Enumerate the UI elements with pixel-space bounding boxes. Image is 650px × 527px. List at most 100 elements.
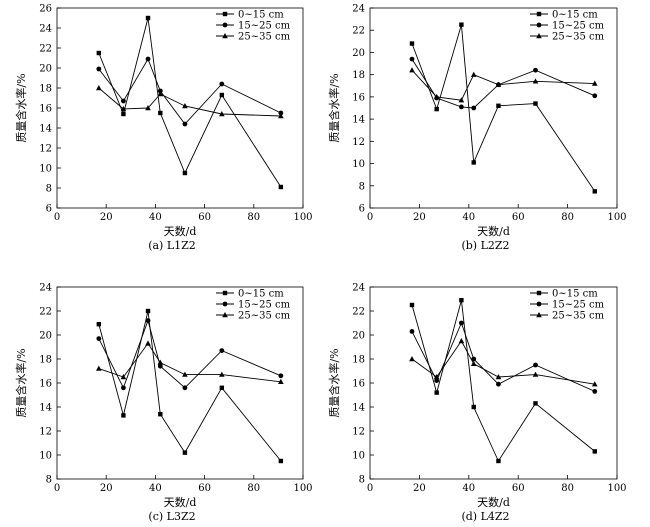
data-point-15-25cm <box>533 362 538 368</box>
y-tick-label: 10 <box>352 451 365 462</box>
y-tick-label: 20 <box>352 48 365 59</box>
data-point-25-35cm <box>433 374 440 380</box>
chart-panel-b: 0 20 40 60 80 100 6 8 10 12 14 16 18 20 22 24 天数/d 质量含水率/… <box>327 4 627 253</box>
legend-label-0-15cm: 0~15 cm <box>552 10 598 21</box>
x-axis-label: 天数/d <box>477 225 510 238</box>
y-tick-label: 24 <box>39 283 52 294</box>
data-point-15-25cm <box>278 373 284 379</box>
legend-marker-25-35cm <box>222 33 228 39</box>
data-point-0-15cm <box>434 390 439 395</box>
x-axis-label: 天数/d <box>477 496 510 509</box>
data-point-25-35cm <box>120 106 127 112</box>
series-line-25-35cm <box>411 340 595 385</box>
x-tick-label: 0 <box>367 483 373 494</box>
y-tick-label: 16 <box>39 104 52 115</box>
y-tick-label: 12 <box>39 427 52 438</box>
x-tick-label: 0 <box>367 212 373 223</box>
panel-caption: (b) L2Z2 <box>461 239 509 252</box>
data-point-0-15cm <box>145 15 151 21</box>
y-axis-label: 质量含水率/% <box>14 348 28 417</box>
data-point-25-35cm <box>145 340 151 346</box>
legend-marker-15-25cm <box>222 301 228 307</box>
data-point-15-25cm <box>409 329 415 334</box>
data-point-25-35cm <box>278 113 284 119</box>
data-point-25-35cm <box>157 359 164 365</box>
y-tick-label: 14 <box>39 124 52 135</box>
y-tick-label: 24 <box>352 4 365 15</box>
chart-panel-a: 0 20 40 60 80 100 6 8 10 12 14 16 18 20 22 24 26 天数/d 质量含水… <box>14 4 313 253</box>
data-point-25-35cm <box>495 81 502 87</box>
data-point-25-35cm <box>409 67 415 73</box>
legend-label-25-35cm: 25~35 cm <box>552 32 605 43</box>
plot-frame <box>369 7 618 209</box>
y-axis-label: 质量含水率/% <box>327 73 341 142</box>
data-point-15-25cm <box>533 67 538 73</box>
data-point-0-15cm <box>592 449 597 454</box>
y-tick-label: 12 <box>352 427 365 438</box>
data-point-15-25cm <box>182 121 188 127</box>
legend-label-15-25cm: 15~25 cm <box>552 300 605 311</box>
legend-label-25-35cm: 25~35 cm <box>238 32 291 43</box>
x-tick-label: 0 <box>54 212 60 223</box>
data-point-0-15cm <box>434 106 439 112</box>
data-point-25-35cm <box>458 338 465 344</box>
data-point-0-15cm <box>96 322 102 327</box>
data-point-25-35cm <box>219 111 225 117</box>
data-point-15-25cm <box>458 320 464 326</box>
x-tick-label: 80 <box>247 212 260 223</box>
y-tick-label: 16 <box>352 379 365 390</box>
data-point-0-15cm <box>592 189 597 194</box>
legend-marker-25-35cm <box>222 312 228 318</box>
data-point-15-25cm <box>496 381 501 387</box>
data-point-15-25cm <box>434 378 440 383</box>
x-tick-label: 40 <box>462 212 475 223</box>
chart-panel-d: 0 20 40 60 80 100 8 10 12 14 16 18 20 22 24 天数/d 质量含水率/%… <box>327 283 627 524</box>
y-tick-label: 12 <box>39 144 52 155</box>
y-tick-label: 10 <box>39 164 52 175</box>
data-point-25-35cm <box>433 93 440 100</box>
data-point-25-35cm <box>495 374 502 380</box>
data-point-15-25cm <box>157 363 163 369</box>
data-point-15-25cm <box>592 93 598 99</box>
chart-panel-c: 0 20 40 60 80 100 8 10 12 14 16 18 20 22 24 天数/d 质量含水率/%… <box>14 283 313 524</box>
data-point-0-15cm <box>409 41 415 46</box>
data-point-25-35cm <box>96 365 102 371</box>
data-point-15-25cm <box>96 66 102 72</box>
y-tick-label: 18 <box>352 355 365 366</box>
y-tick-label: 16 <box>352 92 365 103</box>
data-point-0-15cm <box>496 103 501 108</box>
data-point-15-25cm <box>145 318 151 323</box>
x-tick-label: 100 <box>293 483 312 494</box>
x-tick-label: 20 <box>100 212 113 223</box>
legend-marker-0-15cm <box>222 290 228 296</box>
y-tick-label: 18 <box>39 84 52 95</box>
x-axis-label: 天数/d <box>164 225 197 238</box>
data-point-25-35cm <box>278 378 284 384</box>
data-point-25-35cm <box>145 105 151 111</box>
data-point-25-35cm <box>532 78 539 84</box>
data-point-0-15cm <box>278 184 284 190</box>
data-point-25-35cm <box>157 91 164 97</box>
data-point-15-25cm <box>409 56 415 62</box>
series-line-0-15cm <box>411 300 596 462</box>
x-tick-label: 60 <box>512 212 525 223</box>
y-tick-label: 8 <box>359 475 365 486</box>
series-line-25-35cm <box>98 342 281 383</box>
series-line-15-25cm <box>98 319 282 389</box>
series-line-15-25cm <box>98 57 282 125</box>
data-point-15-25cm <box>219 348 225 353</box>
legend-label-0-15cm: 0~15 cm <box>238 10 284 21</box>
data-point-0-15cm <box>219 385 225 390</box>
data-point-15-25cm <box>471 356 477 362</box>
legend-marker-25-35cm <box>536 33 542 39</box>
y-tick-label: 20 <box>39 64 52 75</box>
y-tick-label: 8 <box>46 475 52 486</box>
y-tick-label: 22 <box>352 307 365 318</box>
data-point-25-35cm <box>96 85 102 91</box>
series-line-0-15cm <box>411 24 596 192</box>
data-point-0-15cm <box>278 458 284 464</box>
legend-marker-0-15cm <box>536 11 542 17</box>
y-tick-label: 22 <box>39 44 52 55</box>
legend-marker-15-25cm <box>222 22 228 28</box>
data-point-0-15cm <box>121 413 126 418</box>
